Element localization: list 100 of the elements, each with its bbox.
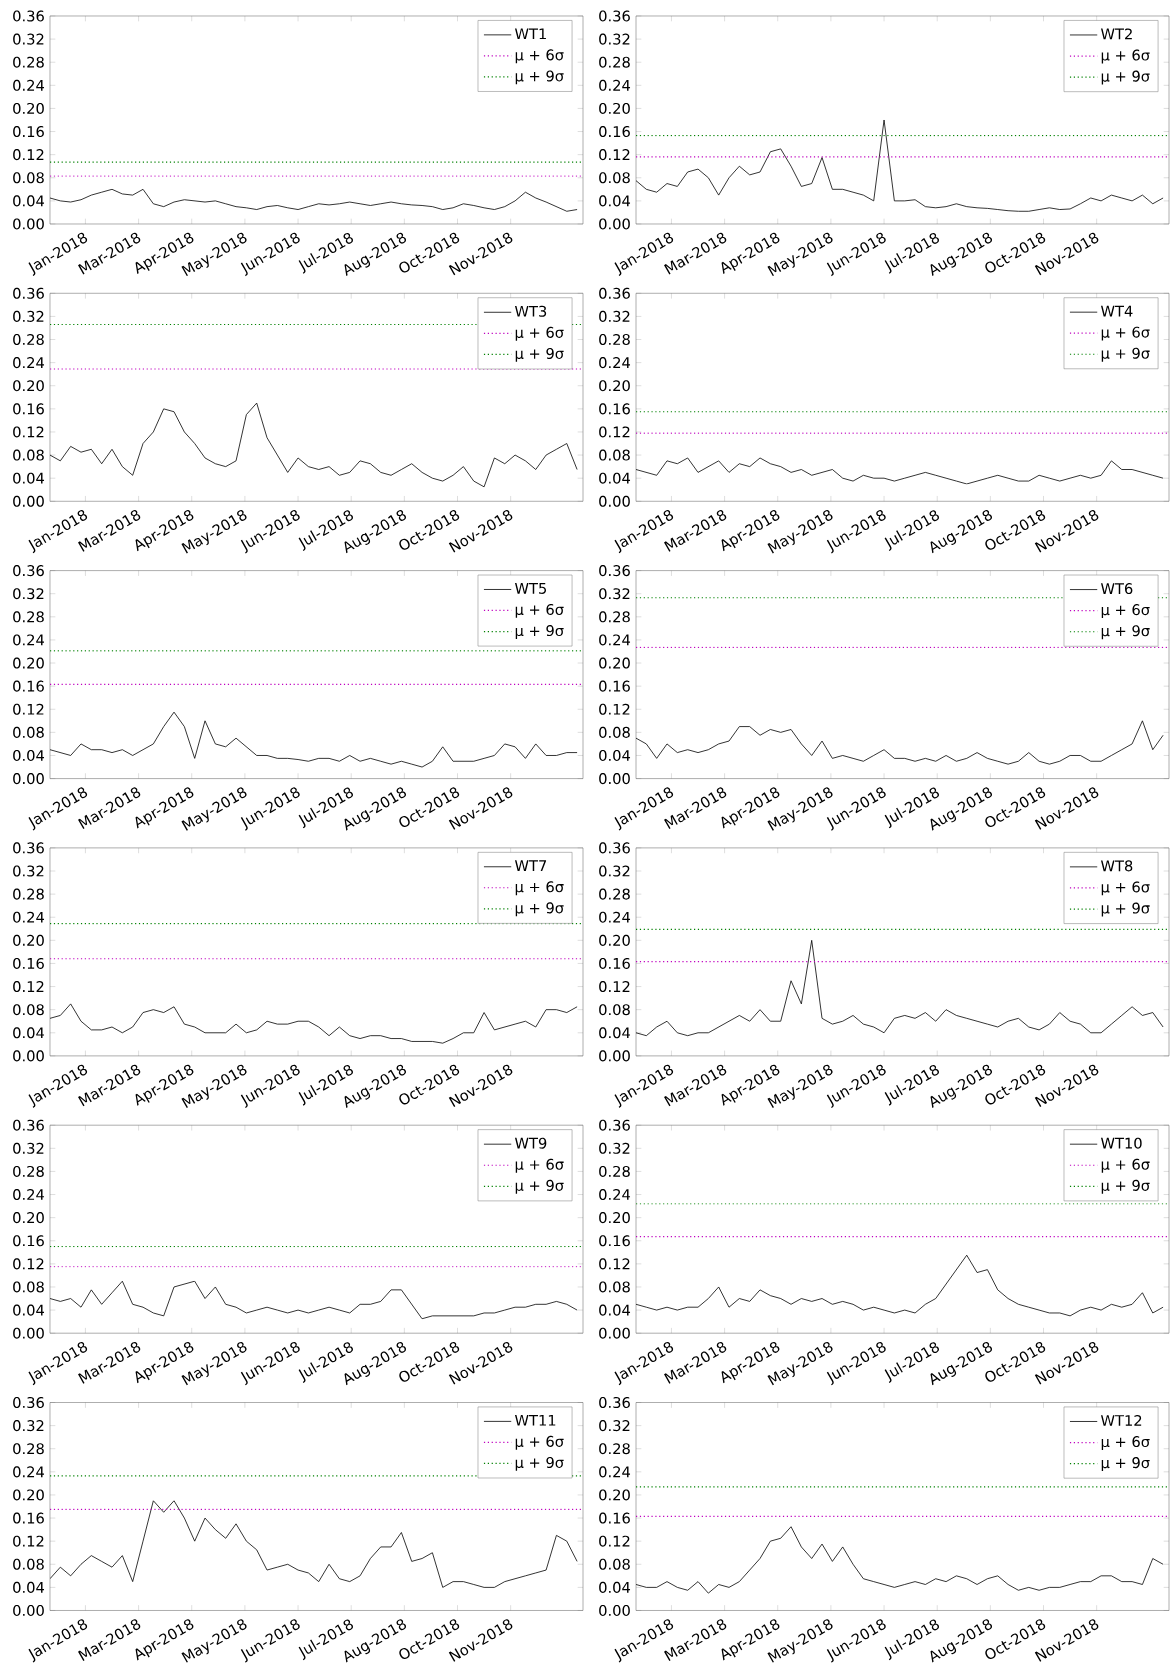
y-tick-label: 0.20 [599,1212,630,1224]
y-tick-label: 0.28 [13,888,44,900]
y-tick-label: 0.24 [13,357,45,369]
y-tick-label: 0.08 [599,1281,630,1293]
y-tick-label: 0.36 [599,565,630,577]
y-tick-label: 0.20 [599,657,630,669]
y-tick-label: 0.32 [13,865,44,877]
y-tick-label: 0.12 [13,149,44,161]
legend-label: μ + 9σ [1101,347,1150,362]
y-tick-label: 0.24 [13,634,45,646]
y-tick-label: 0.20 [599,380,630,392]
y-tick-label: 0.28 [13,1443,44,1455]
y-tick-label: 0.36 [13,1396,44,1409]
y-tick-label: 0.16 [599,126,630,138]
y-tick-label: 0.04 [13,1581,45,1593]
y-tick-label: 0.00 [13,218,44,230]
legend-label: μ + 6σ [515,881,564,896]
y-tick-label: 0.20 [13,1212,44,1224]
y-tick-label: 0.00 [599,773,630,785]
y-tick-label: 0.00 [13,1327,44,1339]
legend-label: μ + 9σ [1101,70,1150,85]
y-tick-label: 0.16 [13,680,44,692]
y-tick-label: 0.32 [599,310,630,322]
legend-label: WT12 [1100,1414,1142,1426]
y-tick-label: 0.12 [13,981,44,993]
y-tick-label: 0.20 [13,102,44,114]
y-tick-label: 0.04 [13,1027,45,1039]
y-tick-label: 0.20 [13,657,44,669]
y-tick-label: 0.32 [599,33,630,45]
y-tick-label: 0.28 [13,56,44,68]
y-tick-label: 0.32 [599,1142,630,1154]
y-tick-label: 0.12 [13,426,44,438]
legend-label: μ + 6σ [1101,1158,1150,1173]
legend-label: WT9 [514,1137,547,1149]
legend-label: μ + 6σ [515,326,564,341]
legend-label: μ + 9σ [515,902,564,917]
y-tick-label: 0.28 [599,333,630,346]
legend-label: WT5 [514,583,547,594]
y-tick-label: 0.04 [13,195,45,207]
y-tick-label: 0.12 [599,981,630,993]
y-tick-label: 0.16 [599,1235,630,1247]
legend-label: WT10 [1100,1137,1142,1149]
y-tick-label: 0.12 [13,703,44,715]
y-tick-label: 0.28 [599,1443,630,1455]
y-tick-label: 0.32 [599,588,630,600]
y-tick-label: 0.08 [599,726,630,738]
y-tick-label: 0.36 [599,10,630,22]
y-tick-label: 0.32 [599,1420,630,1432]
y-tick-label: 0.24 [599,79,631,91]
legend-label: μ + 6σ [1101,1436,1150,1450]
y-tick-label: 0.16 [599,1512,630,1524]
y-tick-label: 0.24 [599,1466,631,1478]
y-tick-label: 0.00 [599,1604,630,1617]
y-tick-label: 0.20 [13,380,44,392]
y-tick-label: 0.08 [599,1558,630,1570]
legend-label: WT3 [514,305,547,317]
legend-label: μ + 9σ [515,1179,564,1194]
y-tick-label: 0.24 [13,1189,45,1201]
y-tick-label: 0.12 [599,1258,630,1270]
y-tick-label: 0.32 [599,865,630,877]
y-tick-label: 0.04 [599,1304,631,1316]
y-tick-label: 0.00 [13,495,44,507]
y-tick-label: 0.12 [13,1535,44,1547]
legend-label: WT11 [514,1414,556,1426]
y-tick-label: 0.36 [13,287,44,299]
y-tick-label: 0.32 [13,588,44,600]
y-tick-label: 0.24 [13,911,45,923]
y-tick-label: 0.36 [599,1396,630,1409]
legend-label: μ + 6σ [1101,49,1150,64]
y-tick-label: 0.28 [599,611,630,623]
y-tick-label: 0.36 [13,10,44,22]
y-tick-label: 0.24 [13,79,45,91]
y-tick-label: 0.00 [599,1327,630,1339]
y-tick-label: 0.08 [599,1004,630,1016]
y-tick-label: 0.00 [13,1050,44,1062]
y-tick-label: 0.36 [13,1119,44,1131]
y-tick-label: 0.08 [13,449,44,461]
y-tick-label: 0.04 [13,1304,45,1316]
y-tick-label: 0.12 [599,703,630,715]
y-tick-label: 0.32 [13,1420,44,1432]
y-tick-label: 0.00 [599,495,630,507]
y-tick-label: 0.28 [13,611,44,623]
y-tick-label: 0.08 [13,1281,44,1293]
y-tick-label: 0.08 [599,449,630,461]
y-tick-label: 0.16 [13,1235,44,1247]
y-tick-label: 0.08 [13,172,44,184]
y-tick-label: 0.16 [13,126,44,138]
y-tick-label: 0.16 [599,680,630,692]
y-tick-label: 0.32 [13,310,44,322]
y-tick-label: 0.04 [599,195,631,207]
y-tick-label: 0.16 [599,957,630,969]
y-tick-label: 0.24 [599,634,631,646]
y-tick-label: 0.24 [599,1189,631,1201]
legend-label: μ + 9σ [1101,625,1150,640]
legend-label: μ + 6σ [515,49,564,64]
y-tick-label: 0.16 [599,403,630,415]
y-tick-label: 0.04 [599,1581,631,1593]
y-tick-label: 0.36 [13,842,44,854]
y-tick-label: 0.12 [599,149,630,161]
y-tick-label: 0.36 [599,287,630,299]
